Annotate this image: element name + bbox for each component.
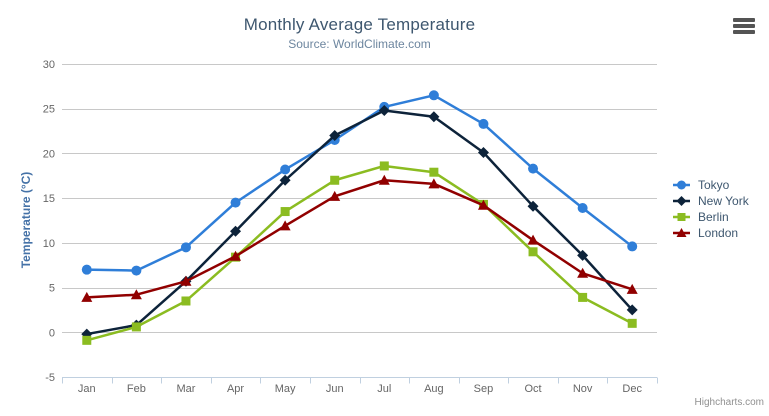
series-line-london [85,179,634,299]
credits-link[interactable]: Highcharts.com [694,397,764,408]
marker-new-york-oct[interactable] [527,200,539,212]
x-tick-label: Jan [78,383,96,395]
marker-berlin-jul[interactable] [379,161,389,171]
marker-new-york-nov[interactable] [577,249,589,261]
legend-label-berlin: Berlin [698,210,729,224]
legend-label-tokyo: Tokyo [698,178,730,192]
marker-london-oct[interactable] [527,234,539,245]
y-axis-title: Temperature (°C) [19,171,33,269]
hamburger-icon [733,24,755,28]
marker-berlin-mar[interactable] [181,296,191,306]
marker-london-may[interactable] [279,220,291,231]
y-tick-label: 0 [49,327,55,339]
chart-subtitle: Source: WorldClimate.com [288,37,431,51]
hamburger-icon [733,18,755,22]
marker-london-apr[interactable] [230,250,242,261]
x-tick-label: Aug [424,383,444,395]
legend-label-new-york: New York [698,194,749,208]
legend-marker-square-icon [673,213,690,221]
marker-new-york-dec[interactable] [626,304,638,316]
marker-tokyo-mar[interactable] [180,242,191,253]
marker-london-dec[interactable] [626,283,638,294]
legend-label-london: London [698,226,739,240]
legend-marker-berlin [677,213,686,221]
y-tick-label: 20 [43,148,55,160]
marker-tokyo-apr[interactable] [230,197,241,208]
marker-new-york-sep[interactable] [477,147,489,159]
legend-item-new-york[interactable]: New York [673,193,749,209]
legend-marker-circle-icon [673,180,690,190]
series-line-new-york [85,109,634,336]
marker-london-mar[interactable] [180,275,192,286]
marker-berlin-dec[interactable] [627,318,637,328]
x-tick-label: Dec [622,383,642,395]
legend-item-london[interactable]: London [673,225,749,241]
marker-berlin-jun[interactable] [330,175,340,185]
x-tick-label: Mar [176,383,195,395]
x-tick-label: Apr [227,383,244,395]
marker-london-jun[interactable] [329,190,341,201]
marker-london-jul[interactable] [378,174,390,185]
x-tick-label: Jul [377,383,391,395]
marker-new-york-jun[interactable] [329,130,341,142]
marker-tokyo-oct[interactable] [528,163,539,174]
legend-item-tokyo[interactable]: Tokyo [673,177,749,193]
marker-tokyo-sep[interactable] [478,118,489,129]
marker-london-jan[interactable] [81,291,93,302]
x-tick-label: Nov [573,383,593,395]
legend-marker-tokyo [677,180,686,190]
y-tick-label: 15 [43,193,55,205]
marker-berlin-may[interactable] [280,207,290,217]
marker-tokyo-feb[interactable] [131,265,142,276]
marker-new-york-aug[interactable] [428,111,440,123]
marker-berlin-feb[interactable] [131,322,141,332]
marker-new-york-may[interactable] [279,174,291,186]
legend-marker-diamond-icon [673,196,690,206]
marker-tokyo-jan[interactable] [81,264,92,275]
legend-marker-new-york [676,196,687,206]
y-tick-label: -5 [45,372,55,384]
y-tick-label: 25 [43,104,55,116]
marker-berlin-nov[interactable] [578,292,588,302]
x-tick-label: Sep [474,383,494,395]
marker-new-york-apr[interactable] [230,225,242,237]
y-tick-label: 10 [43,238,55,250]
y-tick-label: 5 [49,283,55,295]
marker-berlin-oct[interactable] [528,247,538,257]
marker-tokyo-may[interactable] [280,164,291,175]
legend-marker-london [676,228,687,237]
marker-new-york-jul[interactable] [378,105,390,117]
legend-item-berlin[interactable]: Berlin [673,209,749,225]
series-line-tokyo [85,94,634,272]
chart-title: Monthly Average Temperature [243,15,476,34]
marker-tokyo-dec[interactable] [627,241,638,252]
y-tick-label: 30 [43,59,55,71]
x-tick-label: May [275,383,296,395]
marker-london-feb[interactable] [130,289,142,300]
hamburger-icon [733,30,755,34]
marker-tokyo-aug[interactable] [428,90,439,101]
marker-berlin-aug[interactable] [429,167,439,177]
x-tick-label: Feb [127,383,146,395]
x-tick-label: Jun [326,383,344,395]
marker-tokyo-nov[interactable] [577,202,588,213]
marker-london-aug[interactable] [428,178,440,189]
legend-marker-triangle-icon [673,228,690,237]
series-line-berlin [85,164,634,342]
x-tick-label: Oct [524,383,541,395]
marker-berlin-jan[interactable] [82,335,92,345]
export-menu-button[interactable] [731,16,757,36]
marker-london-sep[interactable] [477,199,489,210]
marker-london-nov[interactable] [577,267,589,278]
legend: Tokyo New York Berlin London [673,177,749,241]
